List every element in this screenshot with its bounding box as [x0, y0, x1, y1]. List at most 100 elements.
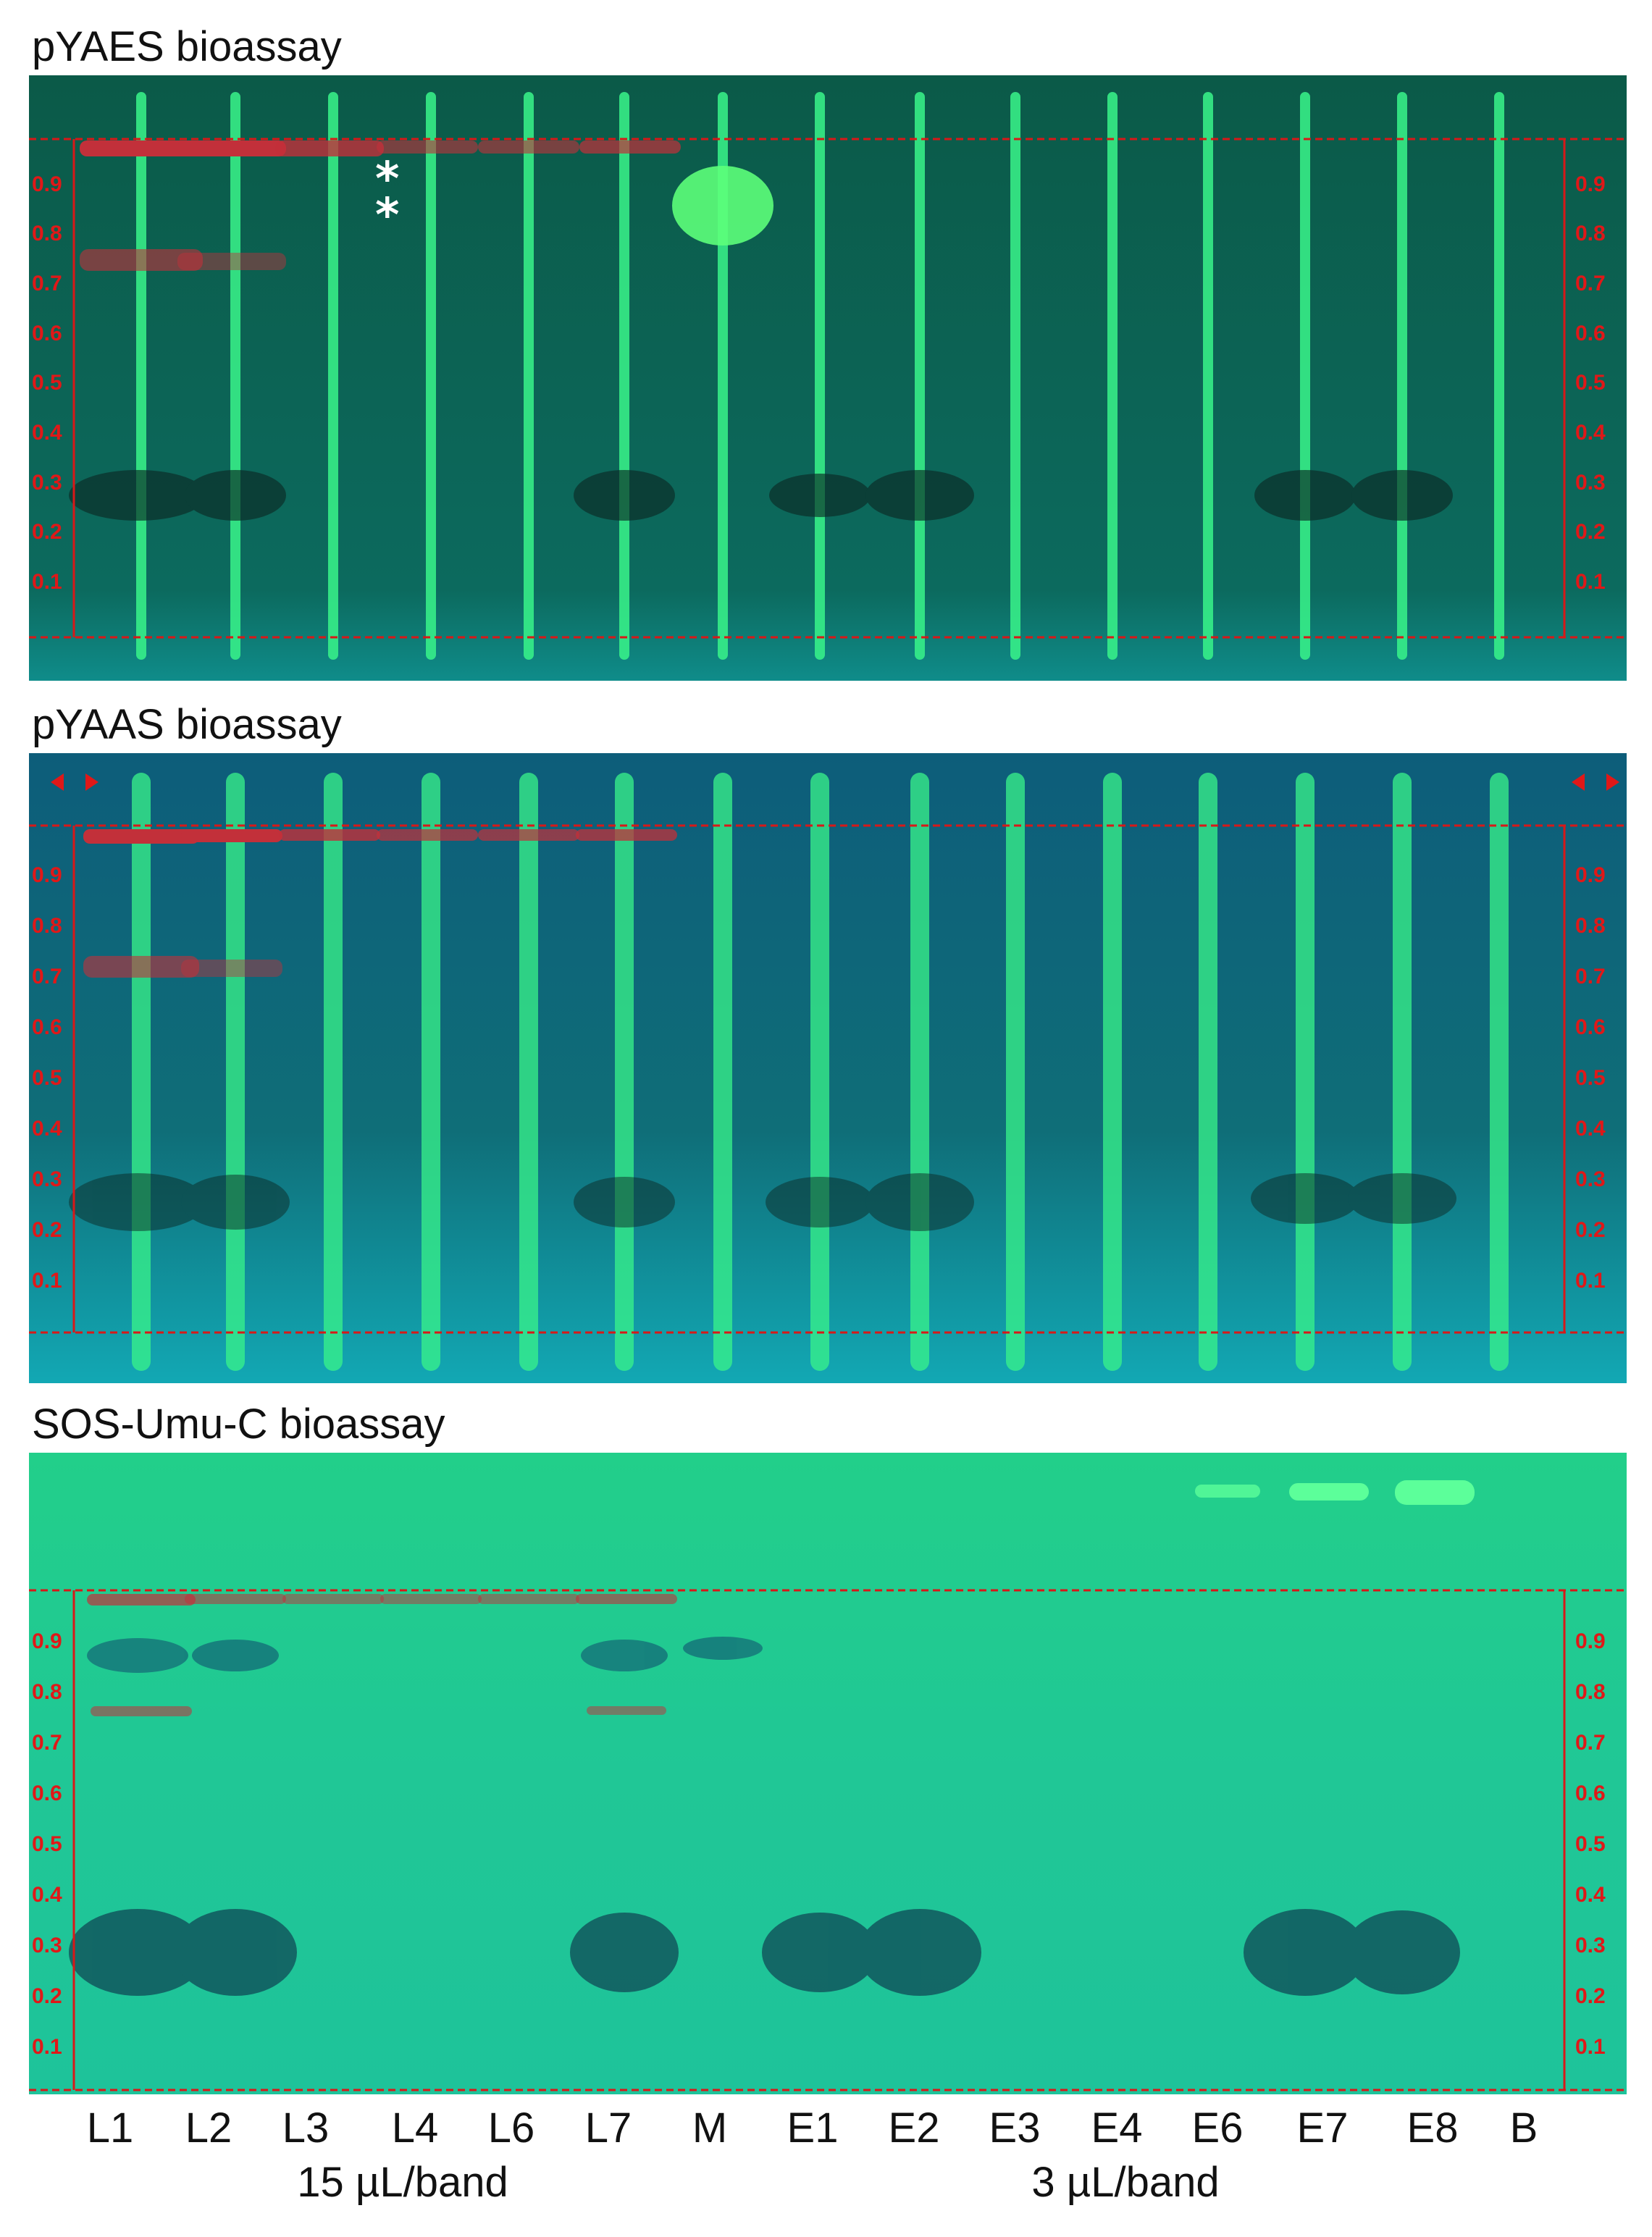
pyaas-plate-svg: 0.9 0.8 0.7 0.6 0.5 0.4 0.3 0.2 0.1 0.9 …: [29, 753, 1627, 1383]
lane-label-b: B: [1509, 2104, 1538, 2152]
pyaes-red-zones: [80, 140, 681, 271]
lane-label-l2: L2: [185, 2104, 232, 2152]
svg-text:0.3: 0.3: [32, 1167, 62, 1191]
lane-label-l7: L7: [584, 2104, 632, 2152]
svg-text:0.4: 0.4: [32, 1117, 62, 1141]
pyaas-red-zones: [83, 829, 677, 978]
svg-text:0.1: 0.1: [32, 2035, 62, 2059]
svg-text:0.3: 0.3: [1575, 1934, 1606, 1957]
lane-label-l4: L4: [391, 2104, 439, 2152]
sos-umu-c-rf-ticks-left: 0.9 0.8 0.7 0.6 0.5 0.4 0.3 0.2 0.1: [32, 1629, 62, 2059]
svg-text:0.9: 0.9: [32, 172, 62, 196]
lane-label-e8: E8: [1406, 2104, 1459, 2152]
panel-title-sos-umu-c: SOS-Umu-C bioassay: [32, 1401, 445, 1448]
pyaas-rf-ticks-right: 0.9 0.8 0.7 0.6 0.5 0.4 0.3 0.2 0.1: [1575, 863, 1606, 1293]
svg-text:0.8: 0.8: [32, 1680, 62, 1704]
svg-text:0.4: 0.4: [32, 421, 62, 445]
sos-umu-c-rf-frame: [29, 1589, 1627, 2091]
lane-label-l3: L3: [282, 2104, 330, 2152]
sos-umu-c-red-zones: [87, 1594, 677, 1716]
pyaes-plate-image: 0.9 0.8 0.7 0.6 0.5 0.4 0.3 0.2 0.1 0.9 …: [29, 75, 1627, 681]
lane-label-e3: E3: [989, 2104, 1041, 2152]
svg-text:0.1: 0.1: [32, 570, 62, 594]
pyaas-plate-image: 0.9 0.8 0.7 0.6 0.5 0.4 0.3 0.2 0.1 0.9 …: [29, 753, 1627, 1383]
svg-text:0.7: 0.7: [32, 965, 62, 989]
svg-text:0.6: 0.6: [32, 322, 62, 345]
svg-text:0.6: 0.6: [1575, 322, 1606, 345]
svg-text:0.8: 0.8: [1575, 914, 1606, 938]
svg-text:0.1: 0.1: [1575, 570, 1606, 594]
svg-text:0.9: 0.9: [1575, 863, 1606, 887]
svg-text:0.5: 0.5: [1575, 1832, 1606, 1856]
lane-label-e6: E6: [1191, 2104, 1244, 2152]
pyaas-dark-zones: [69, 1173, 1456, 1231]
svg-text:0.2: 0.2: [32, 1218, 62, 1242]
panel-title-pyaas: pYAAS bioassay: [32, 701, 342, 748]
load-label-3ul: 3 µL/band: [1031, 2159, 1220, 2206]
pyaes-plate-svg: 0.9 0.8 0.7 0.6 0.5 0.4 0.3 0.2 0.1 0.9 …: [29, 75, 1627, 681]
svg-text:0.9: 0.9: [32, 1629, 62, 1653]
pyaes-marker-spot: [672, 166, 773, 245]
pyaes-rf-ticks-left: 0.9 0.8 0.7 0.6 0.5 0.4 0.3 0.2 0.1: [32, 172, 62, 594]
svg-text:0.2: 0.2: [32, 1984, 62, 2008]
svg-text:0.9: 0.9: [1575, 172, 1606, 196]
pyaes-dark-zones: [69, 470, 1453, 521]
lane-label-m: M: [692, 2104, 728, 2152]
svg-text:0.1: 0.1: [1575, 1269, 1606, 1293]
pyaas-rf-frame: [29, 824, 1627, 1334]
svg-text:0.3: 0.3: [32, 1934, 62, 1957]
svg-text:*: *: [375, 153, 399, 206]
svg-text:0.4: 0.4: [1575, 1883, 1606, 1907]
svg-text:*: *: [375, 189, 399, 243]
pyaes-rf-frame: [29, 138, 1627, 639]
svg-text:0.2: 0.2: [1575, 1984, 1606, 2008]
svg-text:0.7: 0.7: [32, 1731, 62, 1755]
svg-text:0.6: 0.6: [1575, 1015, 1606, 1039]
svg-text:0.5: 0.5: [32, 371, 62, 395]
lane-label-e2: E2: [888, 2104, 940, 2152]
svg-text:0.2: 0.2: [32, 520, 62, 544]
svg-text:0.5: 0.5: [32, 1832, 62, 1856]
svg-text:0.8: 0.8: [32, 914, 62, 938]
lane-label-e4: E4: [1091, 2104, 1143, 2152]
lane-label-l1: L1: [86, 2104, 134, 2152]
sos-umu-c-rf-ticks-right: 0.9 0.8 0.7 0.6 0.5 0.4 0.3 0.2 0.1: [1575, 1629, 1606, 2059]
pyaes-asterisk-annotation: * *: [375, 153, 399, 243]
svg-text:0.6: 0.6: [32, 1015, 62, 1039]
svg-text:0.5: 0.5: [32, 1066, 62, 1090]
pyaas-rf-ticks-left: 0.9 0.8 0.7 0.6 0.5 0.4 0.3 0.2 0.1: [32, 863, 62, 1293]
svg-text:0.1: 0.1: [32, 1269, 62, 1293]
sos-umu-c-plate-image: 0.9 0.8 0.7 0.6 0.5 0.4 0.3 0.2 0.1 0.9 …: [29, 1453, 1627, 2094]
svg-text:0.3: 0.3: [32, 471, 62, 495]
svg-text:0.8: 0.8: [1575, 1680, 1606, 1704]
svg-text:0.3: 0.3: [1575, 1167, 1606, 1191]
sos-umu-c-blue-zones: [87, 1637, 763, 1673]
pyaes-lane-streaks: [136, 92, 1504, 660]
svg-text:0.9: 0.9: [1575, 1629, 1606, 1653]
panel-title-pyaes: pYAES bioassay: [32, 23, 342, 70]
svg-text:0.1: 0.1: [1575, 2035, 1606, 2059]
svg-text:0.7: 0.7: [32, 272, 62, 295]
pyaas-front-markers: [51, 773, 1619, 791]
lane-label-e7: E7: [1296, 2104, 1349, 2152]
pyaes-rf-ticks-right: 0.9 0.8 0.7 0.6 0.5 0.4 0.3 0.2 0.1: [1575, 172, 1606, 594]
svg-text:0.7: 0.7: [1575, 1731, 1606, 1755]
sos-umu-c-plate-svg: 0.9 0.8 0.7 0.6 0.5 0.4 0.3 0.2 0.1 0.9 …: [29, 1453, 1627, 2094]
sos-umu-c-front-bands: [1195, 1480, 1475, 1505]
svg-text:0.4: 0.4: [32, 1883, 62, 1907]
lane-label-l6: L6: [487, 2104, 535, 2152]
load-label-15ul: 15 µL/band: [297, 2159, 508, 2206]
svg-text:0.7: 0.7: [1575, 965, 1606, 989]
pyaas-lane-streaks: [132, 773, 1509, 1371]
lane-label-e1: E1: [787, 2104, 839, 2152]
svg-text:0.9: 0.9: [32, 863, 62, 887]
svg-text:0.5: 0.5: [1575, 1066, 1606, 1090]
svg-text:0.3: 0.3: [1575, 471, 1606, 495]
svg-text:0.8: 0.8: [1575, 222, 1606, 245]
svg-text:0.2: 0.2: [1575, 1218, 1606, 1242]
svg-text:0.6: 0.6: [1575, 1781, 1606, 1805]
svg-text:0.8: 0.8: [32, 222, 62, 245]
svg-text:0.5: 0.5: [1575, 371, 1606, 395]
svg-text:0.7: 0.7: [1575, 272, 1606, 295]
svg-text:0.4: 0.4: [1575, 421, 1606, 445]
